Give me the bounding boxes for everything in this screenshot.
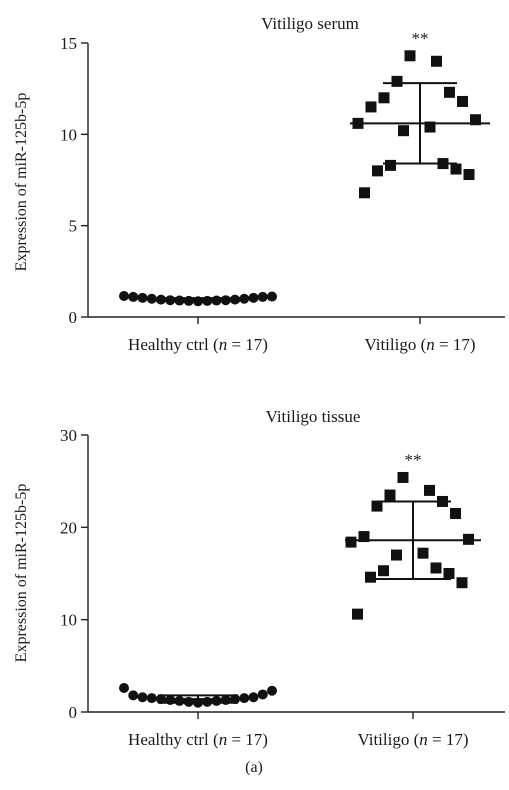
x-category-label-italic: n: [426, 335, 435, 354]
data-point-square: [358, 531, 370, 543]
data-point-square: [378, 565, 389, 577]
data-point-circle: [211, 695, 222, 706]
data-point-square: [398, 125, 409, 137]
data-point-square: [371, 500, 383, 512]
data-point-square: [385, 159, 396, 171]
data-point-square: [450, 163, 462, 175]
data-point-square: [470, 114, 481, 126]
data-point-square: [463, 169, 475, 181]
data-point-square: [424, 484, 435, 496]
x-category-label: Healthy ctrl (n = 17): [128, 335, 268, 354]
significance-marker: **: [412, 29, 429, 48]
data-point-circle: [174, 695, 185, 706]
data-point-square: [431, 55, 442, 67]
y-tick-label: 0: [69, 308, 78, 327]
data-point-square: [430, 562, 442, 574]
data-point-square: [457, 95, 468, 107]
x-category-label-italic: n: [219, 335, 228, 354]
data-point-circle: [267, 291, 277, 302]
data-point-square: [365, 571, 376, 583]
x-category-label: Healthy ctrl (n = 17): [128, 730, 268, 749]
data-point-square: [456, 577, 468, 589]
data-point-square: [345, 536, 357, 548]
data-point-circle: [257, 291, 268, 302]
x-category-label: Vitiligo (n = 17): [364, 335, 475, 354]
significance-marker: **: [405, 450, 422, 469]
x-category-label-prefix: Healthy ctrl (: [128, 730, 219, 749]
x-category-label: Vitiligo (n = 17): [357, 730, 468, 749]
data-point-circle: [146, 293, 157, 304]
y-axis-label-serum: Expression of miR-125b-5p: [13, 93, 30, 272]
y-tick-label: 10: [60, 125, 77, 144]
data-point-square: [378, 92, 390, 104]
data-point-circle: [146, 693, 157, 704]
y-tick-label: 30: [60, 426, 77, 445]
data-point-circle: [137, 692, 148, 703]
x-category-label-suffix: = 17): [428, 730, 469, 749]
data-point-circle: [239, 693, 250, 704]
x-category-label-suffix: = 17): [435, 335, 476, 354]
data-point-square: [417, 547, 429, 559]
y-tick-label: 0: [69, 703, 78, 722]
data-point-square: [365, 101, 377, 113]
data-point-circle: [239, 293, 250, 304]
data-point-square: [391, 75, 403, 87]
y-tick-label: 20: [60, 518, 77, 537]
data-point-circle: [119, 682, 129, 693]
data-point-square: [372, 165, 383, 177]
x-category-label-prefix: Healthy ctrl (: [128, 335, 219, 354]
data-point-circle: [257, 689, 268, 700]
y-tick-label: 15: [60, 34, 77, 53]
data-point-circle: [137, 292, 148, 303]
data-point-circle: [267, 685, 277, 696]
data-point-square: [359, 187, 370, 199]
x-category-label-suffix: = 17): [227, 730, 268, 749]
x-category-label-prefix: Vitiligo (: [357, 730, 419, 749]
data-point-square: [391, 549, 402, 561]
data-point-square: [450, 507, 461, 519]
chart-title-serum: Vitiligo serum: [261, 14, 359, 33]
data-point-square: [443, 568, 455, 579]
data-point-square: [384, 489, 396, 501]
x-category-label-italic: n: [219, 730, 228, 749]
chart-title-tissue: Vitiligo tissue: [266, 407, 361, 426]
data-point-square: [404, 50, 416, 62]
y-axis-label-tissue: Expression of miR-125b-5p: [13, 484, 30, 663]
data-point-circle: [248, 292, 259, 303]
x-category-label-italic: n: [419, 730, 428, 749]
data-point-square: [444, 86, 455, 98]
data-point-circle: [119, 290, 129, 301]
panel-label: (a): [245, 759, 263, 776]
data-point-circle: [128, 291, 139, 302]
data-point-square: [424, 121, 436, 133]
data-point-circle: [248, 692, 259, 703]
data-point-square: [397, 471, 409, 483]
x-category-label-prefix: Vitiligo (: [364, 335, 426, 354]
y-tick-label: 5: [69, 217, 78, 236]
data-point-square: [352, 608, 363, 620]
x-category-label-suffix: = 17): [227, 335, 268, 354]
data-point-circle: [128, 690, 139, 701]
y-tick-label: 10: [60, 611, 77, 630]
